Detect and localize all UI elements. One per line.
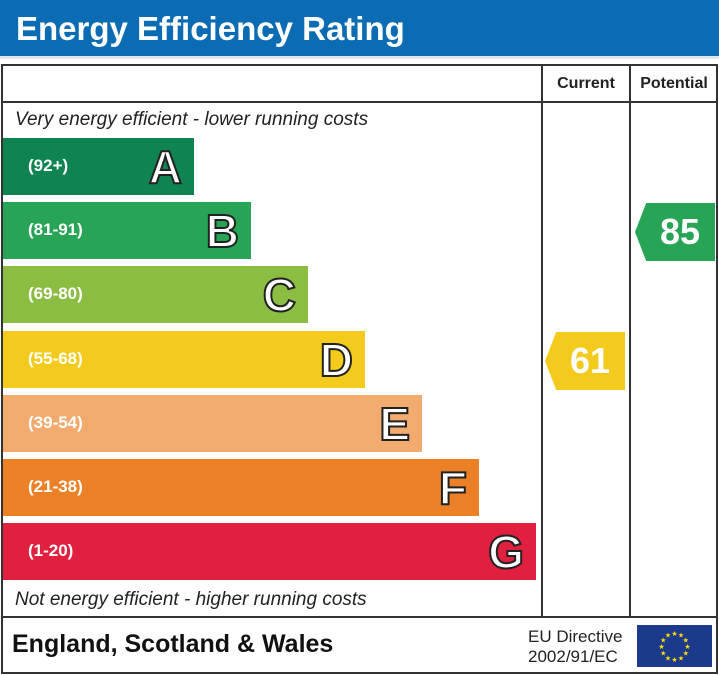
svg-text:★: ★: [660, 650, 666, 658]
band-bar-g: (1-20) G: [3, 523, 536, 580]
directive-line2: 2002/91/EC: [528, 647, 618, 666]
chart-frame: [1, 64, 718, 674]
svg-text:★: ★: [684, 643, 690, 651]
divider: [541, 64, 543, 617]
band-bar-e: (39-54) E: [3, 395, 422, 452]
band-range: (69-80): [28, 284, 83, 303]
bottom-caption: Not energy efficient - higher running co…: [15, 589, 367, 610]
potential-rating-arrow: 85: [635, 203, 715, 261]
svg-text:★: ★: [678, 632, 684, 640]
divider: [629, 64, 631, 617]
band-letter: C: [262, 268, 297, 322]
directive-line1: EU Directive: [528, 627, 623, 646]
band-range: (21-38): [28, 477, 83, 496]
potential-column-header: Potential: [640, 75, 708, 92]
svg-text:★: ★: [671, 630, 677, 638]
header-bar: Energy Efficiency Rating: [0, 0, 719, 59]
divider: [1, 101, 718, 103]
svg-text:★: ★: [683, 650, 689, 658]
band-letter: E: [378, 397, 411, 451]
svg-text:★: ★: [658, 643, 664, 651]
band-range: (39-54): [28, 413, 83, 432]
svg-text:★: ★: [671, 656, 677, 664]
top-caption: Very energy efficient - lower running co…: [15, 109, 369, 130]
page-title: Energy Efficiency Rating: [16, 10, 405, 47]
band-range: (55-68): [28, 349, 83, 368]
svg-text:★: ★: [683, 637, 689, 645]
eu-directive: EU Directive 2002/91/EC: [528, 627, 622, 667]
band-letter: G: [487, 525, 525, 579]
svg-text:★: ★: [678, 654, 684, 662]
band-range: (81-91): [28, 220, 83, 239]
band-bar-c: (69-80) C: [3, 266, 308, 323]
country-label: England, Scotland & Wales: [12, 630, 334, 658]
svg-text:★: ★: [660, 637, 666, 645]
band-range: (92+): [28, 156, 69, 175]
band-letter: A: [148, 140, 183, 194]
current-rating-arrow: 61: [545, 332, 625, 390]
divider: [1, 616, 718, 618]
band-bar-d: (55-68) D: [3, 331, 365, 388]
band-bar-f: (21-38) F: [3, 459, 479, 516]
band-letter: F: [438, 461, 468, 515]
band-bar-b: (81-91) B: [3, 202, 251, 259]
band-letter: B: [205, 204, 240, 258]
band-letter: D: [319, 333, 354, 387]
eu-flag-icon: ★★★★★★★★★ ★ ★★: [637, 625, 712, 667]
band-bar-a: (92+) A: [3, 138, 194, 195]
svg-text:★: ★: [665, 632, 671, 640]
band-range: (1-20): [28, 541, 74, 560]
svg-text:★: ★: [665, 654, 671, 662]
current-column-header: Current: [557, 75, 615, 92]
